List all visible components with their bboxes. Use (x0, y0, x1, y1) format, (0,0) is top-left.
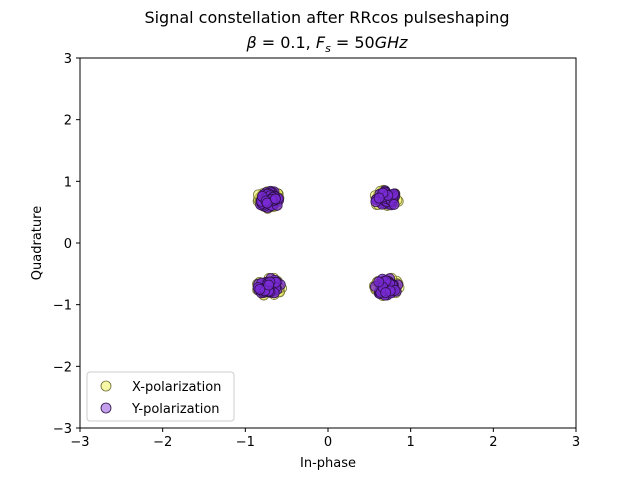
y-tick-label: 1 (64, 175, 72, 190)
data-point (373, 276, 385, 288)
x-tick-label: −2 (153, 435, 172, 450)
data-point (373, 192, 385, 204)
y-axis-label: Quadrature (30, 206, 45, 280)
y-tick-label: 0 (64, 237, 72, 252)
x-tick-label: 1 (407, 435, 415, 450)
y-axis: −3 −2 −1 0 1 2 3 (53, 52, 80, 437)
chart-title: Signal constellation after RRcos pulsesh… (144, 8, 509, 27)
legend-marker-x-polarization (100, 380, 112, 392)
x-tick-label: −3 (70, 435, 89, 450)
legend-label-x-polarization: X-polarization (132, 380, 221, 395)
y-tick-label: −2 (53, 360, 72, 375)
data-point (388, 199, 400, 210)
x-tick-label: 2 (489, 435, 497, 450)
legend-marker-y-polarization (100, 402, 112, 414)
plot-area (252, 184, 405, 301)
series-y-polarization (252, 185, 404, 301)
y-tick-label: 2 (64, 114, 72, 129)
data-point (263, 279, 275, 291)
x-tick-label: 3 (572, 435, 580, 450)
x-axis: −3 −2 −1 0 1 2 3 (70, 428, 580, 450)
x-axis-label: In-phase (300, 456, 356, 471)
y-tick-label: 3 (64, 52, 72, 67)
legend-box (86, 371, 235, 422)
legend-label-y-polarization: Y-polarization (131, 402, 220, 417)
x-tick-label: 0 (324, 435, 332, 450)
x-tick-label: −1 (236, 435, 255, 450)
data-point (380, 287, 392, 298)
legend: X-polarization Y-polarization (86, 371, 235, 422)
y-tick-label: −1 (53, 299, 72, 314)
data-point (254, 283, 266, 295)
data-point (270, 193, 281, 205)
chart-subtitle: β = 0.1, Fs = 50GHz (245, 33, 408, 55)
y-tick-label: −3 (53, 422, 72, 437)
